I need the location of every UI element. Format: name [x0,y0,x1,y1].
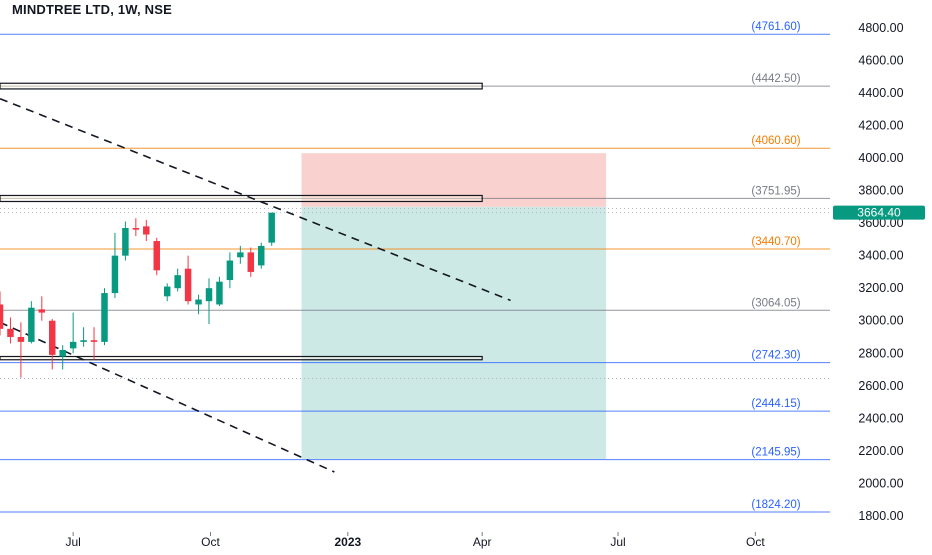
zone-box [0,355,483,361]
level-label: (4442.50) [751,73,800,85]
zone-box [0,194,483,203]
candle-body [216,281,223,305]
y-tick-label: 1800.00 [858,509,903,523]
candle-body [17,336,25,342]
candle-body [0,304,4,329]
candle-body [195,299,202,305]
y-tick-label: 3800.00 [858,184,903,198]
y-tick-label: 3200.00 [858,281,903,295]
candle-body [28,307,35,342]
level-label: (3440.70) [751,236,800,248]
trendline [0,321,335,473]
x-tick-label: Jul [65,535,80,549]
level-label: (3751.95) [751,185,800,197]
candle-body [80,340,87,342]
candle-body [143,226,150,235]
level-label: (4761.60) [751,21,800,33]
level-label: (2742.30) [751,350,800,362]
last-price-badge [833,205,925,220]
candle-body [247,252,255,272]
candle-body [237,252,244,258]
y-tick-label: 4800.00 [858,21,903,35]
x-tick-label: Jul [610,535,625,549]
candle-body [205,288,213,302]
trendline [0,97,511,302]
candle-body [59,349,66,357]
candle-body [111,255,119,294]
candle-body [122,228,129,256]
candle-body [101,293,108,342]
y-tick-label: 4200.00 [858,119,903,133]
candle-body [38,309,46,313]
chart-title: MINDTREE LTD, 1W, NSE [12,2,172,17]
y-tick-label: 4600.00 [858,53,903,67]
candle-body [163,286,171,297]
candle-body [226,260,234,281]
candle-body [132,228,140,230]
candle-body [174,275,181,289]
candle-body [268,212,275,243]
x-tick-label: Apr [473,535,492,549]
candle-body [7,328,14,337]
candle-body [69,341,77,349]
x-tick-label: Oct [746,535,765,549]
level-label: (2444.15) [751,398,800,410]
y-tick-label: 2000.00 [858,476,903,490]
y-tick-label: 2600.00 [858,379,903,393]
x-tick-label: Oct [201,535,220,549]
y-tick-label: 3000.00 [858,314,903,328]
last-price-label: 3664.40 [857,206,901,220]
x-tick-label: 2023 [334,535,361,549]
level-label: (1824.20) [751,499,800,511]
y-tick-label: 3400.00 [858,249,903,263]
y-tick-label: 2400.00 [858,411,903,425]
level-label: (4060.60) [751,135,800,147]
profit-target-zone [301,206,607,459]
y-tick-label: 2800.00 [858,346,903,360]
zone-box [0,82,483,90]
candle-body [49,320,56,355]
y-tick-label: 4400.00 [858,86,903,100]
candle-body [258,245,265,266]
level-label: (2145.95) [751,447,800,459]
y-tick-label: 4000.00 [858,151,903,165]
candle-body [90,340,98,342]
level-label: (3064.05) [751,297,800,309]
candle-body [184,268,192,302]
candle-body [153,241,160,271]
y-tick-label: 2200.00 [858,444,903,458]
